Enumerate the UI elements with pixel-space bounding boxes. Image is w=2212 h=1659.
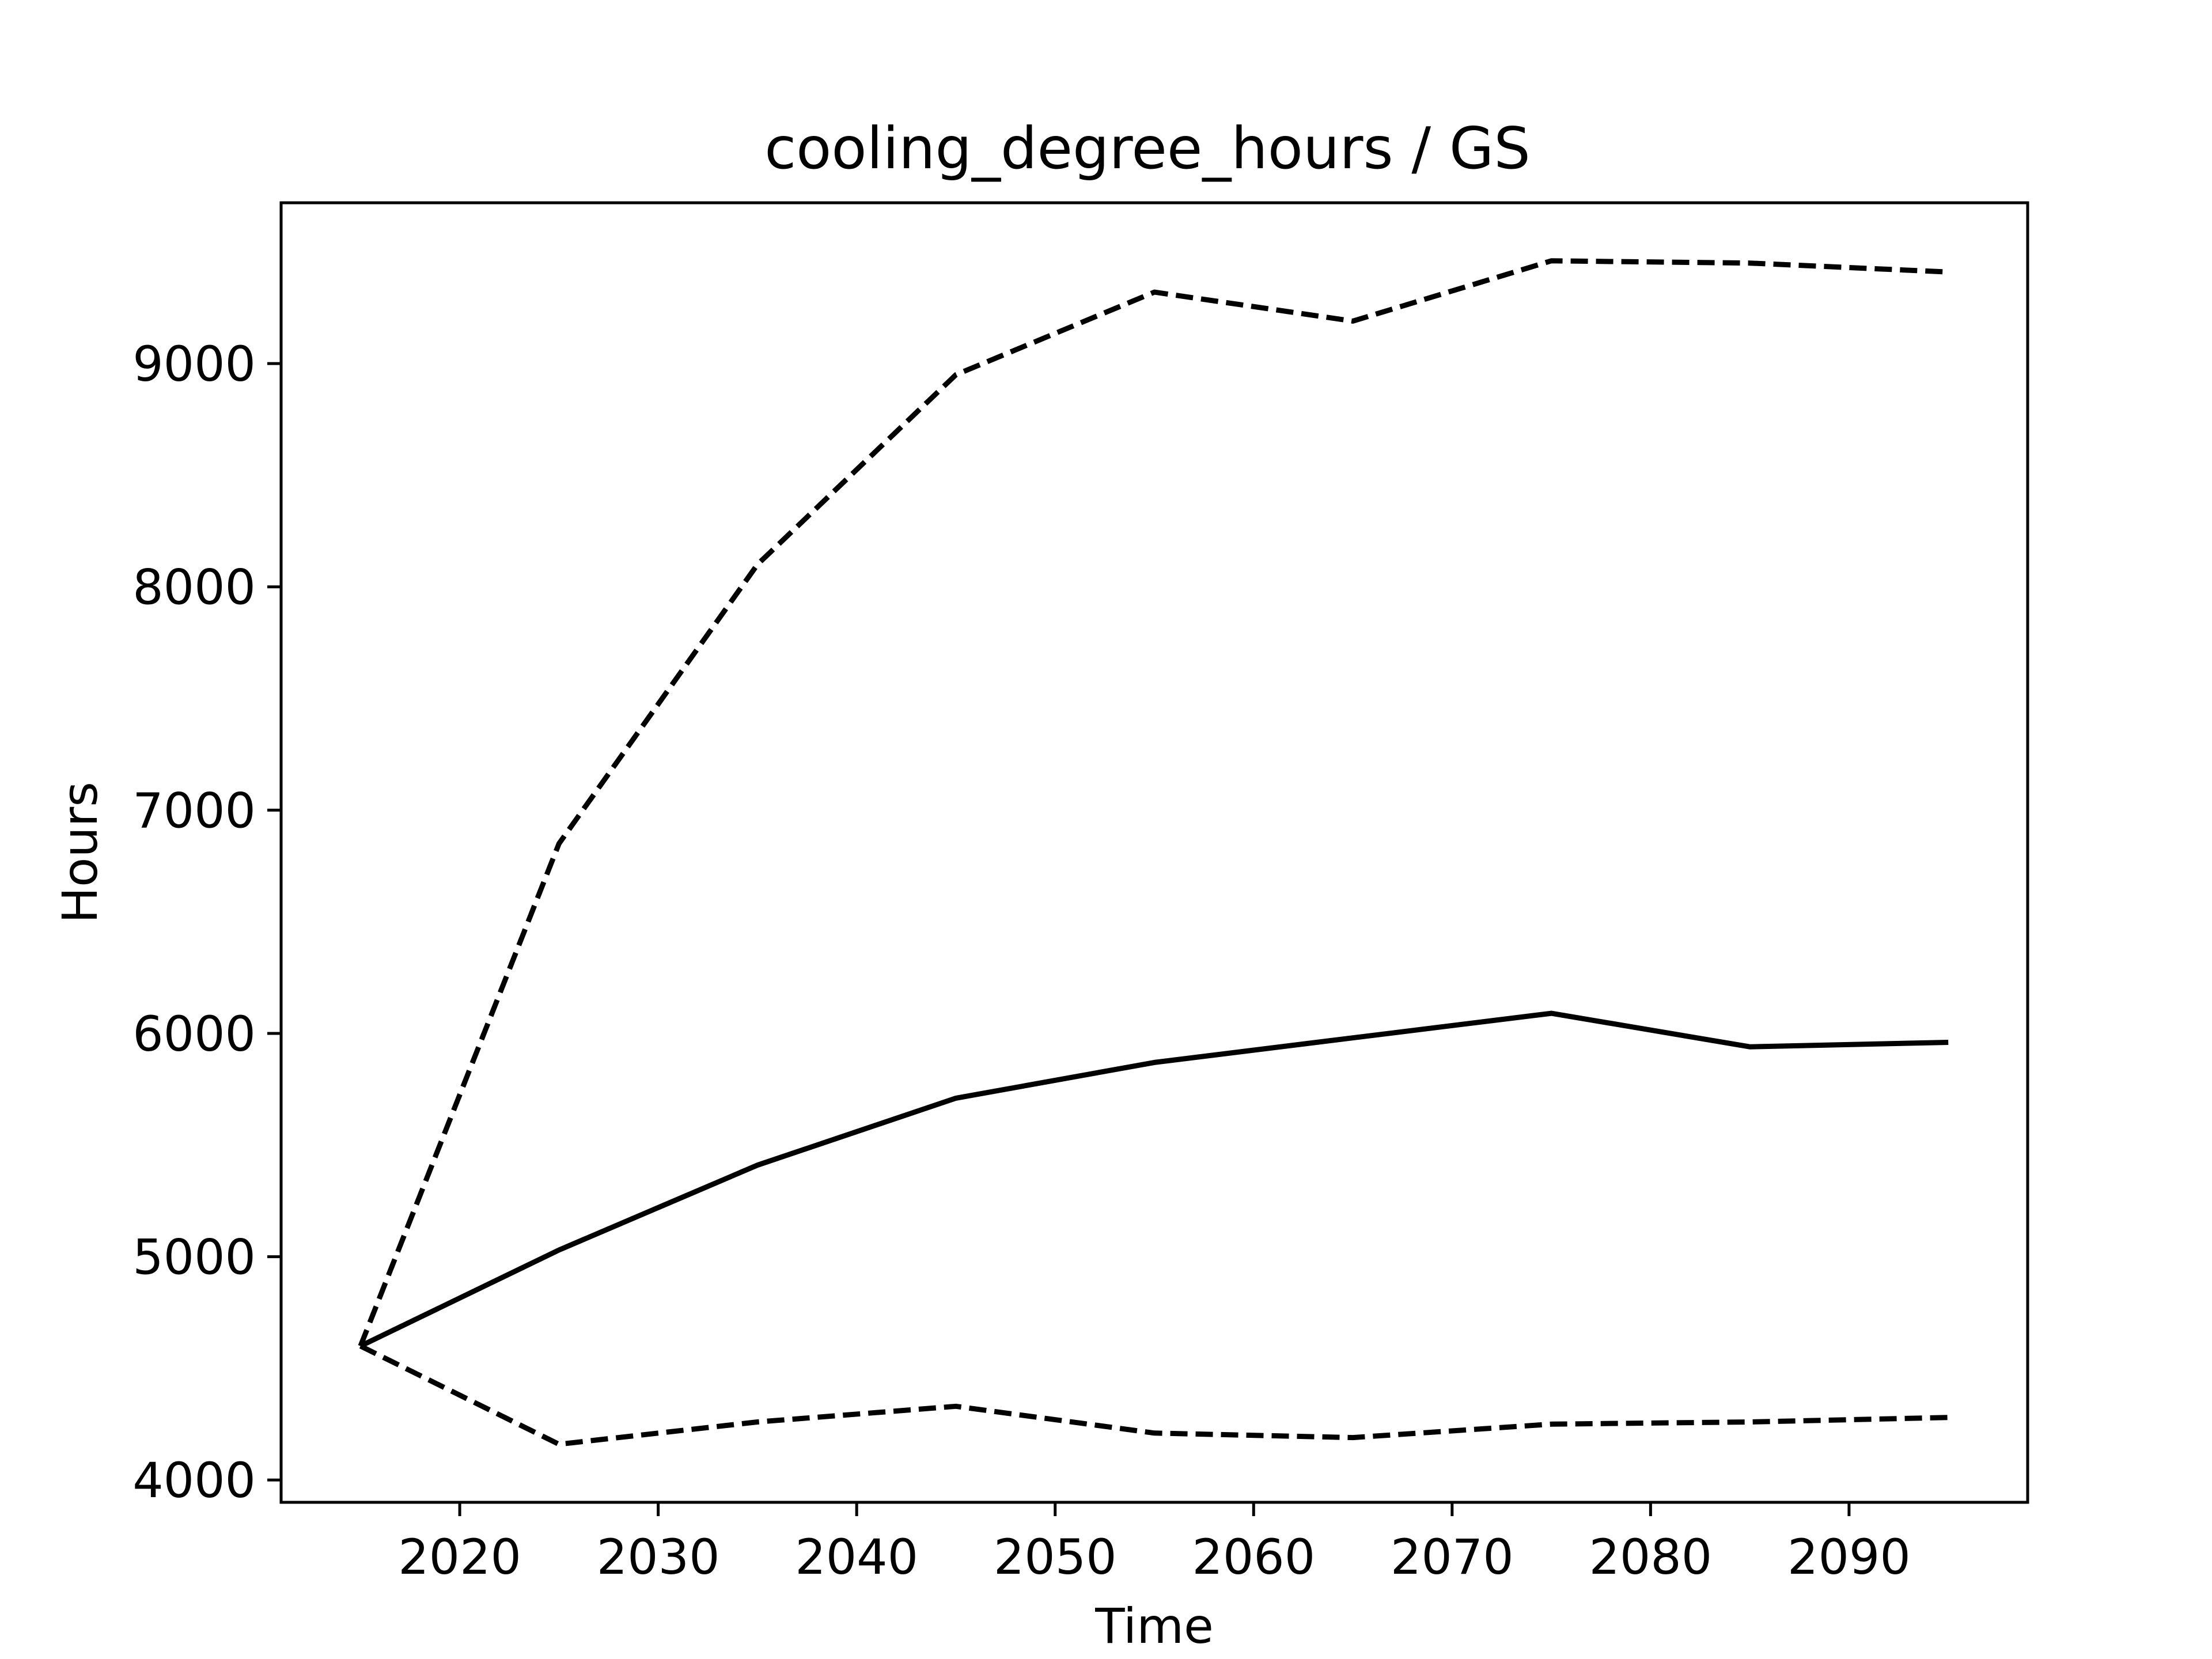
chart-title: cooling_degree_hours / GS [764, 115, 1531, 182]
x-tick-label: 2080 [1589, 1529, 1712, 1585]
y-axis-label: Hours [52, 782, 108, 923]
y-tick-label: 6000 [132, 1006, 256, 1062]
x-tick-label: 2030 [597, 1529, 720, 1585]
series-line-2 [359, 1010, 1949, 1349]
y-tick-label: 8000 [132, 559, 256, 616]
x-tick-label: 2050 [994, 1529, 1117, 1585]
x-tick-label: 2020 [398, 1529, 521, 1585]
y-tick-label: 9000 [132, 336, 256, 392]
plot-area-frame [279, 201, 2029, 1504]
x-tick-label: 2090 [1787, 1529, 1911, 1585]
y-tick-label: 7000 [132, 782, 256, 839]
x-tick-label: 2040 [795, 1529, 918, 1585]
series-line-1 [358, 258, 1949, 1347]
series-line-3 [359, 1343, 1949, 1447]
y-tick-label: 4000 [132, 1452, 256, 1509]
y-tick-label: 5000 [132, 1229, 256, 1286]
series-layer [358, 258, 1949, 1447]
y-axis: 4000 5000 6000 7000 8000 9000 [132, 336, 281, 1509]
x-axis-label: Time [1094, 1598, 1214, 1654]
x-axis: 2020 2030 2040 2050 2060 2070 2080 2090 [398, 1502, 1911, 1585]
x-tick-label: 2060 [1192, 1529, 1315, 1585]
x-tick-label: 2070 [1391, 1529, 1514, 1585]
